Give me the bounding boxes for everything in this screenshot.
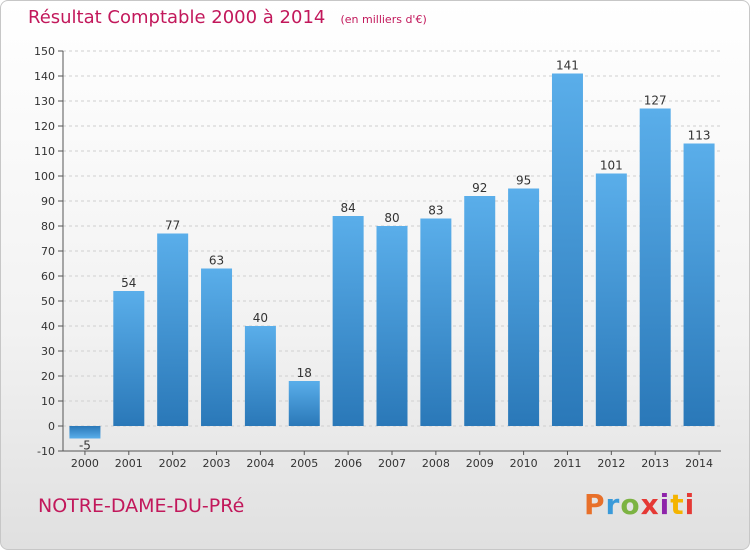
x-tick-label: 2002 [159,457,187,470]
y-tick-label: 90 [41,195,55,208]
brand-letter: o [620,488,641,521]
bar-layer [69,73,715,439]
brand-letter: i [684,488,696,521]
data-label: 127 [644,94,667,108]
data-label: 80 [384,211,399,225]
bar-2013 [639,108,671,426]
data-label: 92 [472,181,487,195]
y-tick-label: -10 [37,445,55,458]
y-tick-label: 150 [34,45,55,58]
x-tick-label: 2003 [203,457,231,470]
data-label: 40 [253,311,268,325]
bar-2006 [332,216,364,426]
bar-2000 [69,426,101,439]
y-tick-label: 110 [34,145,55,158]
bar-2004 [244,326,276,426]
chart-unit-note: (en milliers d'€) [340,13,427,26]
y-tick-label: 40 [41,320,55,333]
x-tick-label: 2000 [71,457,99,470]
y-tick-label: 10 [41,395,55,408]
y-tick-label: 60 [41,270,55,283]
data-label: 18 [297,366,312,380]
commune-name: NOTRE-DAME-DU-PRé [38,495,245,517]
data-label: -5 [79,439,91,453]
data-label: 83 [428,204,443,218]
bar-2002 [157,233,189,426]
data-label: 77 [165,219,180,233]
brand-logo: Proxiti [584,488,695,521]
y-tick-label: 130 [34,95,55,108]
bar-2008 [420,218,452,426]
y-tick-label: 140 [34,70,55,83]
brand-letter: x [640,488,660,521]
bar-2001 [113,291,145,426]
bar-2014 [683,143,715,426]
x-tick-label: 2005 [290,457,318,470]
brand-letter: r [605,488,621,521]
x-tick-label: 2014 [685,457,713,470]
x-tick-label: 2007 [378,457,406,470]
data-label: 101 [600,159,623,173]
data-label: 95 [516,174,531,188]
bar-2005 [288,381,320,426]
bar-2003 [201,268,233,426]
x-tick-label: 2010 [510,457,538,470]
brand-letter: t [670,488,685,521]
title-line: Résultat Comptable 2000 à 2014 (en milli… [28,7,427,28]
x-tick-label: 2006 [334,457,362,470]
bar-2010 [508,188,540,426]
x-tick-label: 2011 [553,457,581,470]
brand-letter: i [659,488,671,521]
bar-2009 [464,196,496,426]
label-layer: -5 54 77 63 40 18 84 80 83 92 95 141 101 127 113 [79,59,711,453]
y-tick-label: 50 [41,295,55,308]
x-tick-label: 2009 [466,457,494,470]
x-tick-label: 2013 [641,457,669,470]
y-tick-label: 80 [41,220,55,233]
y-tick-label: 120 [34,120,55,133]
data-label: 141 [556,59,579,73]
data-label: 84 [340,201,355,215]
bar-2011 [551,73,583,426]
data-label: 113 [688,129,711,143]
x-tick-label: 2001 [115,457,143,470]
x-tick-label: 2004 [246,457,274,470]
chart-title: Résultat Comptable 2000 à 2014 [28,7,326,28]
y-tick-label: 0 [48,420,55,433]
data-label: 63 [209,254,224,268]
x-tick-label: 2008 [422,457,450,470]
y-tick-label: 70 [41,245,55,258]
y-tick-label: 30 [41,345,55,358]
data-label: 54 [121,276,136,290]
axis-layer: -10 0 10 20 30 40 50 60 70 80 90 100 110 120 130 140 150… [34,45,721,470]
x-tick-label: 2012 [597,457,625,470]
bar-2012 [595,173,627,426]
y-tick-label: 20 [41,370,55,383]
y-tick-label: 100 [34,170,55,183]
brand-letter: P [584,488,606,521]
bar-2007 [376,226,408,426]
